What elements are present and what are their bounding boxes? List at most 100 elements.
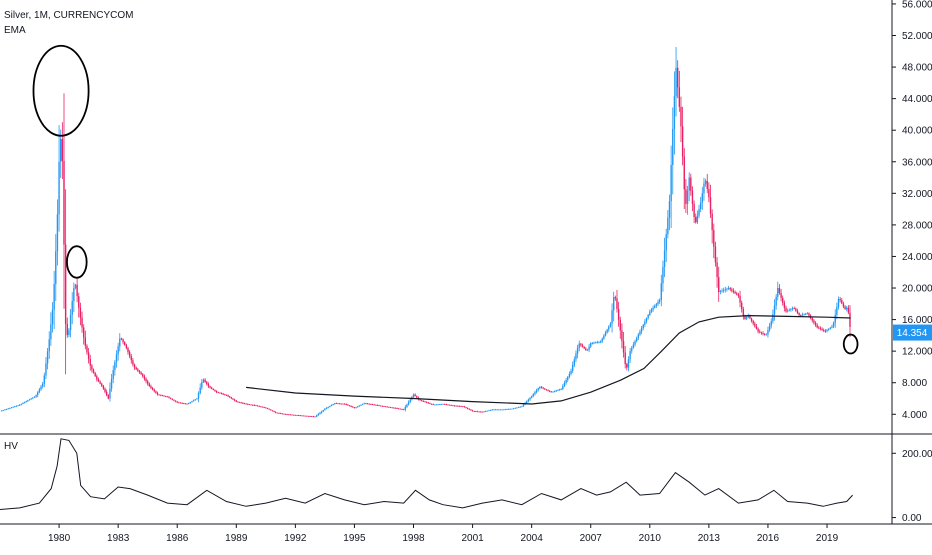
candle-body bbox=[345, 404, 347, 405]
candle-body bbox=[381, 405, 384, 407]
candle-body bbox=[575, 353, 577, 360]
candle-body bbox=[407, 402, 410, 405]
candle-body bbox=[583, 346, 585, 349]
candle-body bbox=[419, 399, 421, 401]
candle-body bbox=[701, 193, 704, 203]
hv-tick-label: 0.00 bbox=[902, 513, 922, 524]
hv-pane bbox=[0, 438, 853, 510]
candle-body bbox=[698, 209, 700, 216]
candle-body bbox=[15, 405, 18, 407]
candle-body bbox=[736, 293, 738, 295]
x-tick-label: 1989 bbox=[225, 533, 248, 544]
candle-body bbox=[752, 320, 754, 324]
candle-body bbox=[188, 403, 190, 405]
candle-body bbox=[665, 234, 667, 251]
x-tick-label: 1983 bbox=[107, 533, 130, 544]
candle-body bbox=[371, 404, 374, 406]
candle-body bbox=[642, 324, 644, 329]
candle-body bbox=[222, 393, 224, 395]
candle-body bbox=[798, 313, 800, 316]
candle-body bbox=[379, 405, 382, 407]
candle-body bbox=[297, 415, 300, 416]
candle-body bbox=[219, 392, 221, 394]
candle-body bbox=[76, 284, 78, 297]
candle-body bbox=[529, 397, 531, 400]
candle-body bbox=[150, 386, 152, 388]
candle-body bbox=[338, 403, 341, 405]
candle-body bbox=[573, 359, 576, 366]
candle-body bbox=[491, 409, 493, 411]
x-tick-label: 2004 bbox=[521, 533, 544, 544]
annotation-layer bbox=[32, 44, 859, 355]
candle-body bbox=[260, 406, 262, 408]
candle-body bbox=[22, 402, 24, 404]
ema-legend[interactable]: EMA bbox=[4, 25, 26, 36]
candle-body bbox=[9, 407, 11, 409]
price-badge-label: 14.354 bbox=[897, 328, 928, 339]
candle-body bbox=[7, 408, 9, 410]
candle-body bbox=[322, 410, 324, 412]
candle-body bbox=[478, 411, 480, 413]
x-tick-label: 2010 bbox=[639, 533, 662, 544]
candle-body bbox=[658, 299, 661, 302]
candle-body bbox=[590, 343, 592, 347]
candle-body bbox=[186, 403, 188, 405]
candle-body bbox=[191, 401, 193, 403]
candle-body bbox=[248, 404, 251, 406]
candle-body bbox=[74, 284, 77, 289]
candle-body bbox=[473, 411, 475, 412]
candle-body bbox=[737, 294, 740, 296]
candle-body bbox=[270, 409, 272, 411]
candle-body bbox=[429, 403, 431, 404]
candle-body bbox=[604, 332, 607, 336]
y-tick-label: 52.000 bbox=[902, 31, 932, 42]
candle-body bbox=[834, 314, 836, 323]
y-tick-label: 28.000 bbox=[902, 220, 932, 231]
candle-body bbox=[793, 308, 795, 310]
candle-body bbox=[242, 402, 244, 404]
hv-legend[interactable]: HV bbox=[4, 441, 18, 452]
candle-body bbox=[598, 341, 600, 343]
candle-body bbox=[471, 410, 474, 412]
candle-body bbox=[453, 405, 456, 407]
candle-body bbox=[315, 415, 318, 417]
candle-body bbox=[734, 291, 736, 294]
candle-body bbox=[224, 394, 226, 396]
candle-body bbox=[163, 395, 165, 397]
candle-body bbox=[357, 406, 359, 408]
candle-body bbox=[27, 400, 29, 402]
candle-body bbox=[676, 67, 679, 88]
candle-body bbox=[558, 389, 561, 391]
candle-body bbox=[619, 319, 621, 331]
candle-body bbox=[606, 329, 608, 333]
candle-body bbox=[713, 230, 715, 247]
y-tick-label: 20.000 bbox=[902, 284, 932, 295]
candle-body bbox=[683, 156, 685, 190]
candle-body bbox=[210, 387, 213, 389]
candle-body bbox=[483, 411, 485, 413]
candle-body bbox=[806, 313, 809, 315]
candle-body bbox=[562, 385, 564, 390]
candle-body bbox=[174, 400, 177, 402]
candle-body bbox=[745, 317, 748, 319]
candle-body bbox=[718, 277, 720, 292]
candle-body bbox=[427, 402, 429, 404]
candle-body bbox=[570, 370, 572, 374]
candle-body bbox=[258, 405, 260, 407]
candle-body bbox=[278, 412, 280, 414]
candle-body bbox=[0, 410, 3, 412]
price-candles bbox=[0, 47, 851, 418]
candle-body bbox=[301, 415, 303, 417]
candle-body bbox=[137, 369, 139, 371]
candle-body bbox=[332, 404, 334, 406]
candle-body bbox=[832, 322, 835, 327]
candle-body bbox=[263, 407, 265, 408]
candle-body bbox=[611, 310, 613, 324]
candle-body bbox=[703, 183, 705, 194]
candle-body bbox=[437, 404, 439, 406]
candle-body bbox=[724, 289, 726, 291]
candle-body bbox=[329, 405, 331, 407]
symbol-legend[interactable]: Silver, 1M, CURRENCYCOM bbox=[4, 10, 134, 21]
